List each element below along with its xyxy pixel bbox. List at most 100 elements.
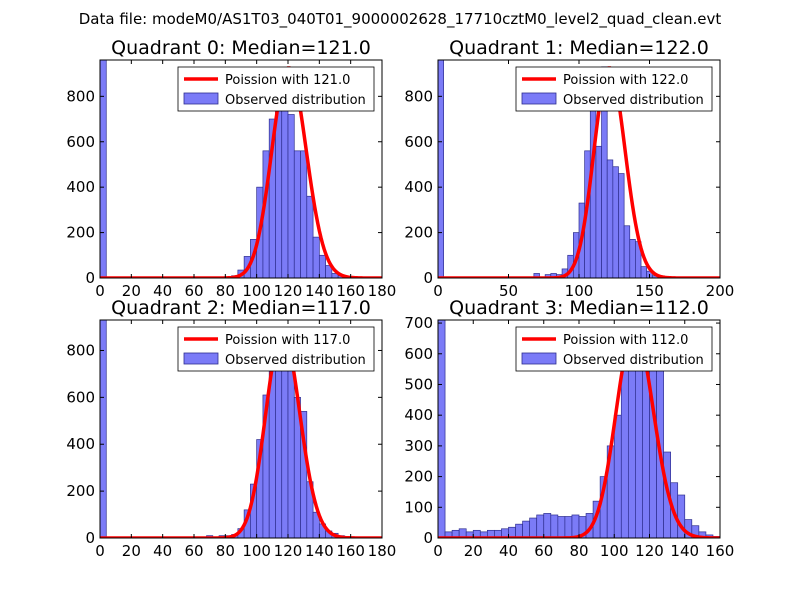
quadrant-3-bar (620, 359, 629, 538)
quadrant-3-title: Quadrant 3: Median=112.0 (449, 297, 709, 319)
quadrant-1-legend-observed: Observed distribution (563, 93, 704, 108)
quadrant-0-xtick-label: 40 (153, 282, 172, 300)
quadrant-2-axes-frame (99, 319, 383, 539)
quadrant-0-legend-bar-swatch (183, 92, 219, 105)
quadrant-0-bar (100, 60, 107, 278)
quadrant-2-xtick-label: 180 (368, 542, 397, 560)
quadrant-1-xtick-label: 0 (433, 282, 443, 300)
quadrant-1-legend-poisson: Poission with 122.0 (563, 73, 688, 88)
quadrant-1-ytick-label: 600 (404, 133, 433, 151)
quadrant-1-xtick-label: 100 (565, 282, 594, 300)
quadrant-2-xtick-label: 20 (122, 542, 141, 560)
quadrant-1-bar (595, 145, 602, 278)
quadrant-0-axes-frame (99, 59, 383, 279)
quadrant-1-bar (606, 159, 614, 278)
quadrant-1-bar (612, 166, 619, 278)
quadrant-0-xtick-label: 120 (274, 282, 303, 300)
quadrant-3-ytick-label: 400 (404, 406, 433, 424)
quadrant-3-ytick-label: 500 (404, 375, 433, 393)
quadrant-1-bar (623, 225, 631, 278)
quadrant-0-xtick-label: 80 (216, 282, 235, 300)
quadrant-3-xtick-label: 0 (433, 542, 443, 560)
quadrant-3-legend-bar-swatch (521, 352, 557, 365)
quadrant-1-bar (640, 266, 648, 278)
quadrant-2-xtick-label: 160 (336, 542, 365, 560)
quadrant-2-ytick-label: 200 (66, 482, 95, 500)
quadrant-2-bar (268, 368, 276, 538)
quadrant-1-bar (438, 60, 444, 278)
quadrant-0-ytick-label: 400 (66, 178, 95, 196)
quadrant-3-bar (536, 514, 545, 538)
quadrant-0-legend-poisson: Poission with 121.0 (225, 73, 350, 88)
quadrant-1-xtick-label: 50 (499, 282, 518, 300)
quadrant-3-ytick-label: 600 (404, 345, 433, 363)
quadrant-3-bar (557, 516, 566, 538)
quadrant-2-xtick-label: 80 (216, 542, 235, 560)
quadrant-3-ytick-label: 200 (404, 468, 433, 486)
quadrant-0-ytick-label: 600 (66, 133, 95, 151)
quadrant-3-bar (613, 414, 622, 538)
quadrant-3-ytick-label: 300 (404, 437, 433, 455)
quadrant-3-legend-poisson: Poission with 112.0 (563, 333, 688, 348)
quadrant-1-ytick-label: 400 (404, 178, 433, 196)
quadrant-3-ytick-label: 100 (404, 498, 433, 516)
quadrant-1-panel: Quadrant 1: Median=122.0 0 50 100 150 200 0 200… (404, 37, 734, 300)
quadrant-0-bar (306, 195, 314, 278)
quadrant-0-bar (293, 150, 301, 278)
quadrant-1-legend-bar-swatch (521, 92, 557, 105)
quadrant-2-xtick-label: 40 (153, 542, 172, 560)
quadrant-0-xtick-label: 140 (305, 282, 334, 300)
quadrant-3-xtick-label: 20 (464, 542, 483, 560)
quadrant-0-bar (318, 254, 326, 278)
quadrant-3-bar (550, 514, 559, 538)
quadrant-3-bar (571, 514, 580, 538)
quadrant-0-xtick-label: 180 (368, 282, 397, 300)
quadrant-3-xtick-label: 120 (635, 542, 664, 560)
quadrant-3-xtick-label: 60 (534, 542, 553, 560)
quadrant-2-ytick-label: 800 (66, 341, 95, 359)
quadrant-2-title: Quadrant 2: Median=117.0 (111, 297, 371, 319)
quadrant-1-bar (618, 173, 625, 278)
quadrant-3-bar (529, 517, 538, 538)
quadrant-0-title: Quadrant 0: Median=121.0 (111, 37, 371, 59)
quadrant-0-bar (312, 236, 320, 278)
quadrant-2-legend-poisson: Poission with 117.0 (225, 333, 350, 348)
quadrant-1-bar (629, 239, 636, 278)
quadrant-3-xtick-label: 80 (569, 542, 588, 560)
quadrant-2-bar (287, 368, 295, 538)
quadrant-3-ytick-label: 0 (423, 529, 433, 547)
quadrant-2-legend-observed: Observed distribution (225, 353, 366, 368)
quadrant-2-panel: Quadrant 2: Median=117.00 20 40 60 80 100 120 1… (66, 297, 396, 560)
quadrant-3-panel: Quadrant 3: Median=112.0 0 20 40 60 80 100 120 1… (404, 297, 734, 560)
quadrant-0-xtick-label: 60 (184, 282, 203, 300)
quadrant-0-ytick-label: 200 (66, 224, 95, 242)
quadrant-0-ytick-label: 800 (66, 87, 95, 105)
quadrant-3-ytick-label: 700 (404, 314, 433, 332)
quadrant-2-xtick-label: 140 (305, 542, 334, 560)
quadrant-3-bar (438, 320, 446, 538)
quadrant-3-bar (564, 516, 573, 538)
quadrant-3-bar (515, 523, 523, 538)
quadrant-2-bar (100, 320, 107, 538)
quadrant-0-xtick-label: 160 (336, 282, 365, 300)
quadrant-1-title: Quadrant 1: Median=122.0 (449, 37, 709, 59)
quadrant-2-xtick-label: 120 (274, 542, 303, 560)
quadrant-3-bar (522, 520, 530, 538)
quadrant-3-xtick-label: 160 (706, 542, 735, 560)
quadrant-1-ytick-label: 800 (404, 87, 433, 105)
quadrant-0-legend-box (177, 66, 375, 112)
quadrant-3-xtick-label: 100 (600, 542, 629, 560)
quadrant-0-poisson-curve (100, 66, 382, 278)
quadrant-2-xtick-label: 60 (184, 542, 203, 560)
quadrant-3-xtick-label: 140 (670, 542, 699, 560)
quadrant-2-ytick-label: 600 (66, 388, 95, 406)
quadrant-3-bar (677, 494, 686, 538)
quadrant-0-legend: Poission with 121.0 Observed distribution (177, 66, 375, 112)
quadrant-1-ytick-label: 0 (423, 269, 433, 287)
quadrant-3-bar (543, 513, 552, 538)
quadrant-0-bar (300, 150, 308, 278)
quadrant-0-xtick-label: 0 (95, 282, 105, 300)
quadrant-3-xtick-label: 40 (499, 542, 518, 560)
